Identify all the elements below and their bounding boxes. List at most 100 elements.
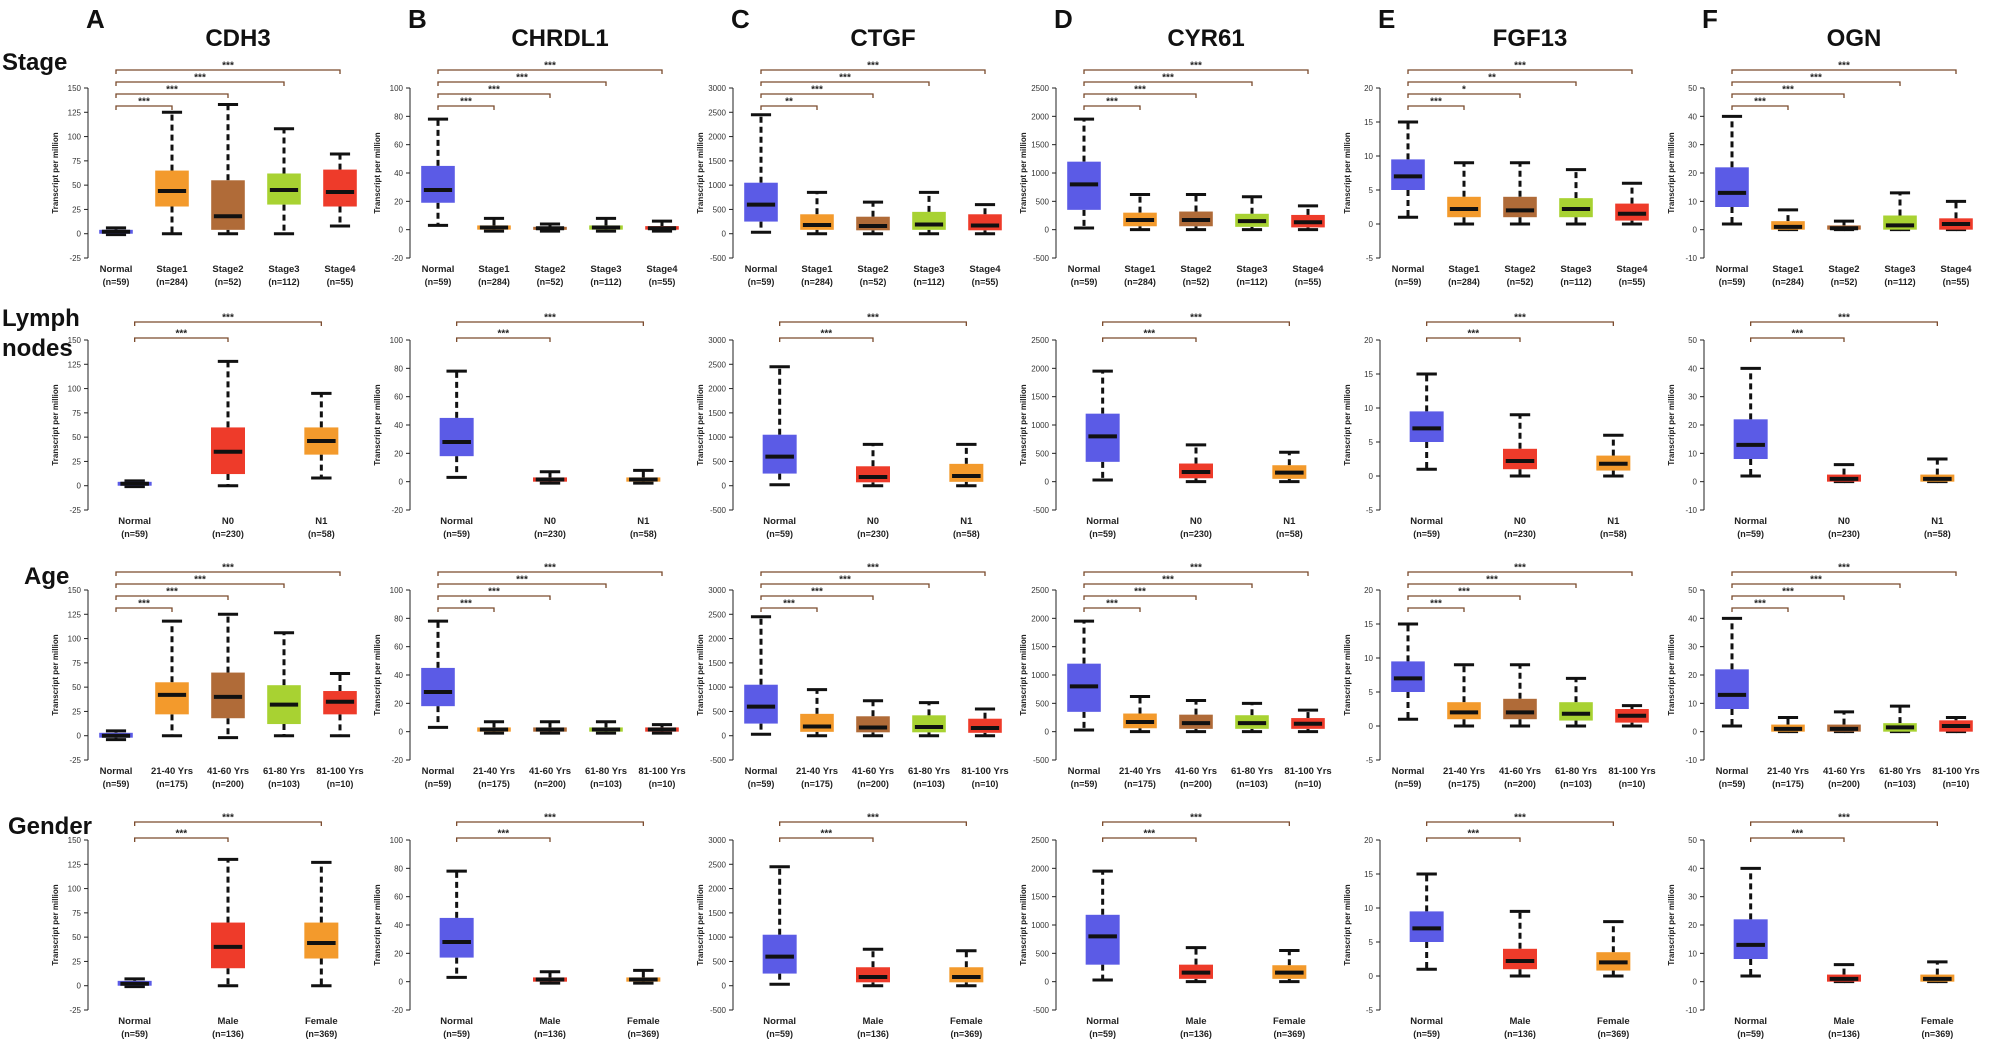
significance-bracket: *** [1083, 587, 1197, 600]
category-n-label: (n=59) [1089, 1029, 1116, 1039]
category-label: Stage2 [1180, 264, 1211, 275]
y-tick-label: 75 [72, 409, 81, 418]
significance-bracket: *** [1102, 329, 1197, 342]
significance-label: *** [1430, 599, 1442, 610]
significance-bracket: * [1407, 85, 1521, 98]
category-n-label: (n=59) [1089, 529, 1116, 539]
category-label: Normal [1392, 264, 1425, 275]
y-axis-label: Transcript per million [1019, 384, 1028, 465]
significance-label: *** [783, 599, 795, 610]
y-tick-label: 20 [1688, 421, 1697, 430]
significance-label: *** [1514, 61, 1526, 72]
bracket-line [1083, 595, 1197, 600]
category-n-label: (n=59) [1737, 529, 1764, 539]
category-label: Normal [763, 1016, 796, 1027]
gene-title-chrdl1: CHRDL1 [511, 25, 608, 52]
category-n-label: (n=230) [212, 529, 244, 539]
significance-label: *** [222, 563, 234, 574]
significance-bracket: *** [437, 85, 551, 98]
box-81-100-yrs [323, 672, 357, 738]
y-tick-label: 0 [77, 982, 82, 991]
category-label: 41-60 Yrs [529, 766, 571, 777]
category-n-label: (n=52) [1183, 277, 1210, 287]
significance-label: *** [488, 587, 500, 598]
significance-bracket: *** [115, 61, 341, 74]
bracket-line [1407, 69, 1633, 74]
significance-bracket: *** [779, 313, 967, 326]
significance-label: *** [497, 329, 509, 340]
bracket-line [1426, 337, 1521, 342]
y-tick-label: -5 [1366, 506, 1374, 515]
significance-bracket: *** [1731, 599, 1789, 612]
significance-bracket: *** [1426, 313, 1614, 326]
significance-label: *** [867, 563, 879, 574]
category-label: 21-40 Yrs [473, 766, 515, 777]
category-n-label: (n=59) [103, 779, 130, 789]
category-label: Stage4 [969, 264, 1001, 275]
category-n-label: (n=52) [537, 277, 564, 287]
category-n-label: (n=369) [1273, 1029, 1305, 1039]
y-tick-label: 1500 [708, 909, 726, 918]
panel-cdh3-stage: -25 0 25 50 75 100 125 150 Transcript per millio… [51, 61, 357, 287]
box-body [762, 434, 797, 474]
category-label: 81-100 Yrs [1932, 766, 1979, 777]
significance-label: *** [222, 61, 234, 72]
bracket-line [760, 93, 874, 98]
y-tick-label: 2000 [1031, 614, 1049, 623]
significance-bracket: *** [760, 73, 930, 86]
y-axis-label: Transcript per million [51, 132, 60, 213]
y-tick-label: 10 [1688, 699, 1697, 708]
category-label: Normal [745, 264, 778, 275]
y-tick-label: -500 [710, 756, 727, 765]
category-label: N0 [1838, 516, 1850, 527]
y-tick-label: -5 [1366, 254, 1374, 263]
category-n-label: (n=230) [1828, 529, 1860, 539]
category-n-label: (n=59) [1737, 1029, 1764, 1039]
significance-label: *** [222, 813, 234, 824]
panel-cyr61-age: -500 0 500 1000 1500 2000 2500 Transcript per m… [1019, 563, 1332, 790]
box-n0 [211, 359, 245, 488]
significance-bracket: *** [760, 61, 986, 74]
significance-label: *** [1838, 313, 1850, 324]
category-n-label: (n=59) [748, 779, 775, 789]
box-stage2 [1827, 219, 1861, 232]
significance-bracket: *** [134, 329, 229, 342]
significance-bracket: *** [1426, 829, 1521, 842]
significance-bracket: *** [437, 97, 495, 110]
category-label: Stage2 [534, 264, 565, 275]
y-tick-label: 20 [1364, 836, 1373, 845]
y-tick-label: 80 [394, 364, 403, 373]
category-n-label: (n=52) [1831, 277, 1858, 287]
y-tick-label: 1000 [708, 683, 726, 692]
significance-bracket: *** [1083, 575, 1253, 588]
y-tick-label: 10 [1364, 152, 1373, 161]
significance-label: *** [1162, 73, 1174, 84]
bracket-line [1750, 821, 1938, 826]
category-n-label: (n=284) [478, 277, 510, 287]
box-normal [1391, 120, 1425, 219]
box-body [421, 667, 455, 707]
panel-letter-b: B [408, 4, 427, 34]
significance-label: *** [1838, 813, 1850, 824]
bracket-line [115, 93, 229, 98]
y-tick-label: -500 [710, 1006, 727, 1015]
significance-label: *** [1754, 599, 1766, 610]
y-axis-label: Transcript per million [1343, 384, 1352, 465]
category-label: 61-80 Yrs [1879, 766, 1921, 777]
category-n-label: (n=59) [1719, 277, 1746, 287]
bracket-line [1407, 81, 1577, 86]
bracket-line [760, 69, 986, 74]
category-n-label: (n=55) [972, 277, 999, 287]
category-label: 41-60 Yrs [852, 766, 894, 777]
significance-label: *** [1190, 563, 1202, 574]
y-axis-label: Transcript per million [51, 884, 60, 965]
box-normal [762, 865, 797, 986]
y-tick-label: 0 [1045, 226, 1050, 235]
significance-bracket: *** [1083, 85, 1197, 98]
category-label: Normal [1068, 264, 1101, 275]
significance-bracket: *** [760, 599, 818, 612]
y-tick-label: 1000 [708, 181, 726, 190]
panel-fgf13-stage: -5 0 5 10 15 20 Transcript per million Normal (n… [1343, 61, 1649, 287]
bracket-line [1407, 595, 1521, 600]
